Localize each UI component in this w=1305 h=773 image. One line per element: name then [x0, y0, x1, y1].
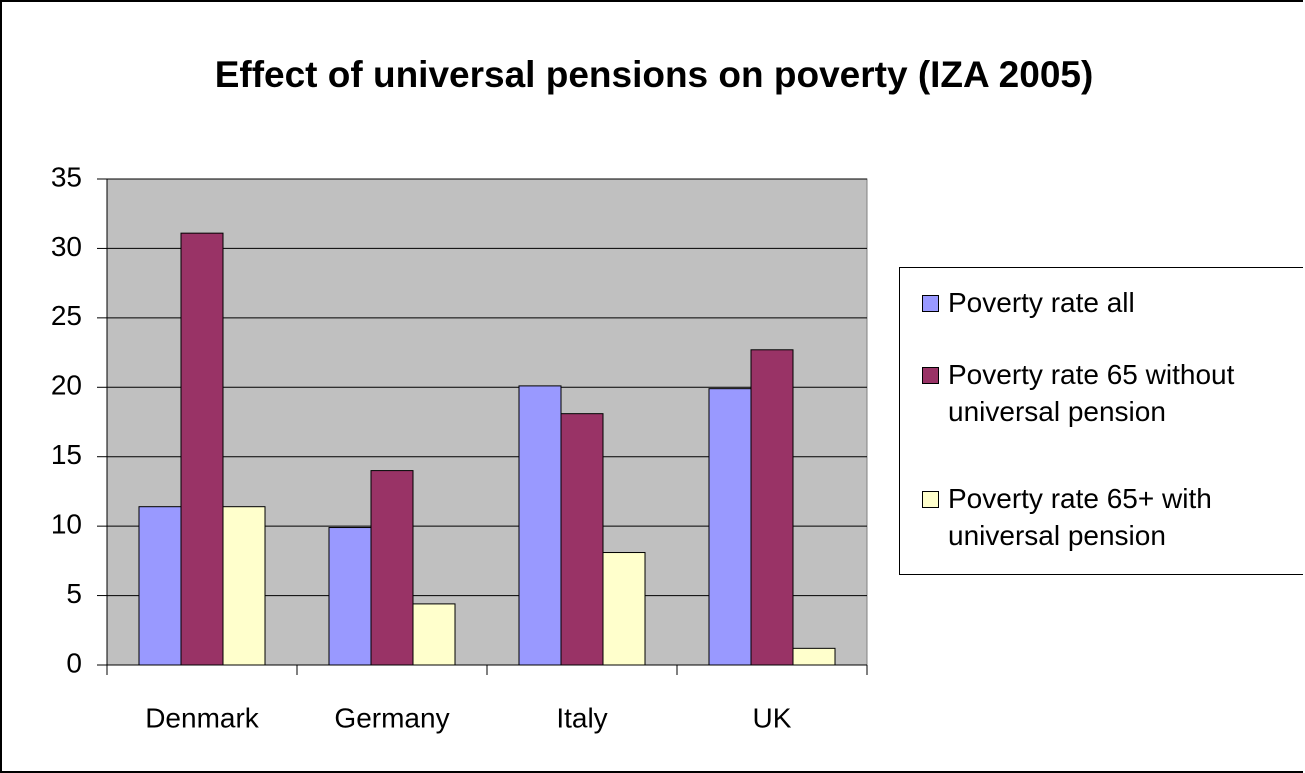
- bar: [138, 506, 182, 666]
- y-tick-label: 15: [51, 439, 82, 470]
- y-tick-label: 5: [66, 578, 82, 609]
- bar: [708, 388, 752, 666]
- legend-label: Poverty rate 65 without universal pensio…: [948, 359, 1235, 427]
- bar: [792, 647, 836, 666]
- y-tick-label: 25: [51, 300, 82, 331]
- legend-label: Poverty rate 65+ with universal pension: [948, 483, 1212, 551]
- chart-title: Effect of universal pensions on poverty …: [215, 54, 1094, 95]
- legend-item: Poverty rate 65+ with universal pension: [922, 480, 1292, 554]
- bar: [180, 232, 224, 666]
- bar: [750, 349, 794, 666]
- legend: Poverty rate all Poverty rate 65 without …: [899, 267, 1303, 575]
- bar: [602, 552, 646, 666]
- bar: [518, 385, 562, 666]
- legend-item: Poverty rate all: [922, 284, 1292, 321]
- y-tick-label: 35: [51, 161, 82, 192]
- x-tick-label: Denmark: [145, 702, 260, 733]
- bar: [222, 506, 266, 666]
- x-tick-label: Italy: [556, 702, 607, 733]
- legend-swatch: [922, 367, 939, 384]
- y-tick-label: 0: [66, 647, 82, 678]
- y-tick-label: 10: [51, 509, 82, 540]
- legend-swatch: [922, 491, 939, 508]
- x-tick-label: Germany: [334, 702, 449, 733]
- y-tick-label: 20: [51, 370, 82, 401]
- bar: [370, 470, 414, 666]
- legend-item: Poverty rate 65 without universal pensio…: [922, 356, 1292, 430]
- legend-swatch: [922, 295, 939, 312]
- bar: [328, 527, 372, 666]
- y-tick-label: 30: [51, 231, 82, 262]
- x-tick-label: UK: [753, 702, 792, 733]
- bar: [412, 603, 456, 666]
- legend-label: Poverty rate all: [948, 287, 1135, 318]
- bar: [560, 413, 604, 666]
